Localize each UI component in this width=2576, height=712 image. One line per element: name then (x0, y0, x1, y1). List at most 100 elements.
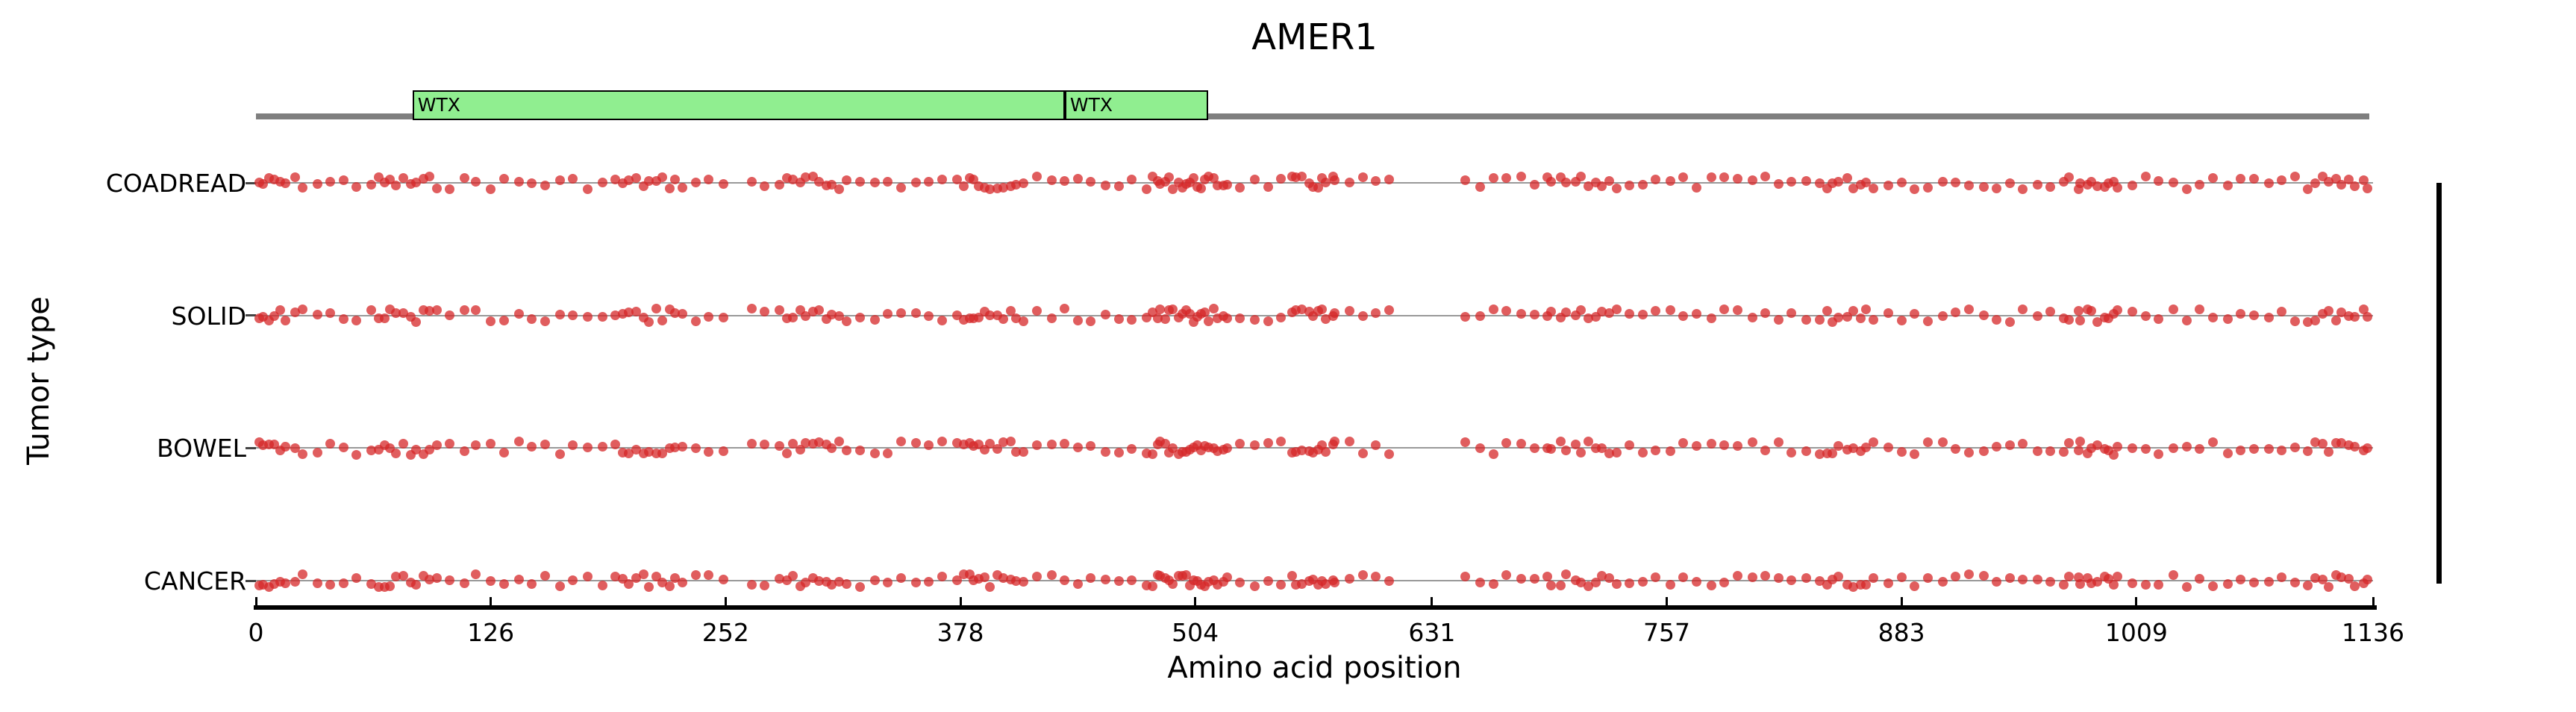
mutation-dot (1691, 308, 1701, 319)
mutation-dot (2004, 317, 2015, 328)
mutation-dot (1883, 578, 1894, 588)
mutation-dot (1235, 183, 1245, 193)
mutation-dot (498, 579, 509, 590)
mutation-dot (2310, 178, 2321, 188)
mutation-dot (1951, 572, 1961, 582)
mutation-dot (1576, 305, 1586, 315)
mutation-dot (2277, 175, 2287, 186)
mutation-dot (2140, 172, 2151, 182)
mutation-dot (1665, 446, 1675, 457)
mutation-dot (1113, 181, 1124, 191)
mutation-dot (1747, 175, 1757, 185)
mutation-dot (281, 316, 291, 326)
mutation-dot (1814, 315, 1825, 325)
mutation-dot (1760, 571, 1771, 581)
mutation-dot (1910, 581, 1920, 592)
mutation-dot (2222, 579, 2233, 590)
mutation-dot (2303, 184, 2313, 194)
mutation-dot (1922, 572, 1933, 583)
mutation-dot (281, 578, 291, 589)
mutation-dot (1371, 571, 1381, 581)
mutation-dot (1786, 308, 1797, 319)
mutation-dot (312, 309, 322, 319)
mutation-dot (1296, 446, 1307, 456)
mutation-dot (398, 438, 408, 449)
mutation-dot (1896, 446, 1907, 457)
mutation-dot (1861, 304, 1872, 314)
mutation-dot (1937, 311, 1948, 322)
mutation-dot (1773, 437, 1783, 448)
mutation-dot (1460, 437, 1471, 447)
mutation-dot (2336, 307, 2347, 318)
mutation-dot (1651, 305, 1661, 316)
y-tick-mark (246, 181, 256, 184)
mutation-dot (1691, 576, 1701, 587)
mutation-dot (1072, 579, 1083, 590)
mutation-dot (644, 447, 654, 458)
mutation-dot (1235, 578, 1245, 588)
mutation-dot (1992, 183, 2002, 193)
mutation-dot (338, 443, 348, 453)
mutation-dot (1357, 311, 1368, 322)
mutation-dot (2349, 442, 2360, 452)
mutation-dot (1031, 305, 1042, 316)
mutation-dot (985, 184, 995, 194)
mutation-dot (445, 439, 455, 449)
mutation-dot (2222, 314, 2233, 325)
mutation-dot (834, 184, 845, 194)
mutation-dot (985, 581, 995, 592)
mutation-dot (842, 579, 852, 590)
mutation-dot (1861, 442, 1872, 452)
mutation-dot (2236, 574, 2246, 584)
mutation-dot (398, 570, 408, 581)
mutation-dot (1384, 174, 1394, 184)
mutation-dot (1086, 176, 1096, 187)
mutation-dot (2359, 304, 2369, 314)
mutation-dot (1719, 304, 1730, 314)
mutation-dot (2058, 447, 2069, 458)
mutation-dot (1719, 172, 1730, 182)
mutation-dot (1814, 575, 1825, 586)
mutation-dot (2140, 443, 2151, 454)
mutation-dot (297, 183, 307, 193)
mutation-dot (1596, 306, 1607, 316)
mutation-dot (1570, 440, 1581, 450)
mutation-dot (527, 178, 537, 189)
mutation-dot (1101, 575, 1111, 585)
mutation-dot (1250, 174, 1260, 184)
mutation-dot (1561, 307, 1572, 318)
mutation-dot (498, 447, 509, 458)
mutation-dot (431, 305, 442, 315)
mutation-dot (351, 181, 362, 192)
mutation-dot (513, 437, 524, 447)
mutation-dot (1786, 177, 1797, 187)
mutation-dot (657, 315, 667, 325)
mutation-dot (782, 448, 793, 458)
mutation-dot (568, 575, 578, 586)
mutation-dot (1046, 175, 1057, 186)
mutation-dot (690, 569, 701, 580)
mutation-dot (1922, 183, 1933, 193)
mutation-dot (760, 181, 770, 192)
mutation-dot (644, 582, 654, 593)
mutation-dot (1475, 310, 1486, 321)
mutation-dot (366, 578, 377, 589)
mutation-dot (2181, 315, 2192, 325)
x-tick-label: 378 (937, 618, 984, 647)
mutation-dot (951, 575, 962, 586)
mutation-dot (568, 440, 578, 451)
mutation-dot (1263, 316, 1273, 327)
mutation-dot (1529, 574, 1539, 584)
mutation-dot (2017, 438, 2028, 449)
y-tick-mark (246, 579, 256, 582)
mutation-dot (1011, 446, 1022, 457)
mutation-dot (583, 312, 593, 322)
mutation-dot (2349, 181, 2360, 191)
mutation-dot (1086, 316, 1096, 327)
domain-box-wtx-1: WTX (412, 90, 1065, 120)
mutation-dot (1168, 579, 1178, 590)
mutation-dot (1833, 572, 1843, 582)
mutation-dot (554, 175, 565, 185)
mutation-dot (2064, 314, 2075, 325)
mutation-dot (1732, 173, 1742, 184)
